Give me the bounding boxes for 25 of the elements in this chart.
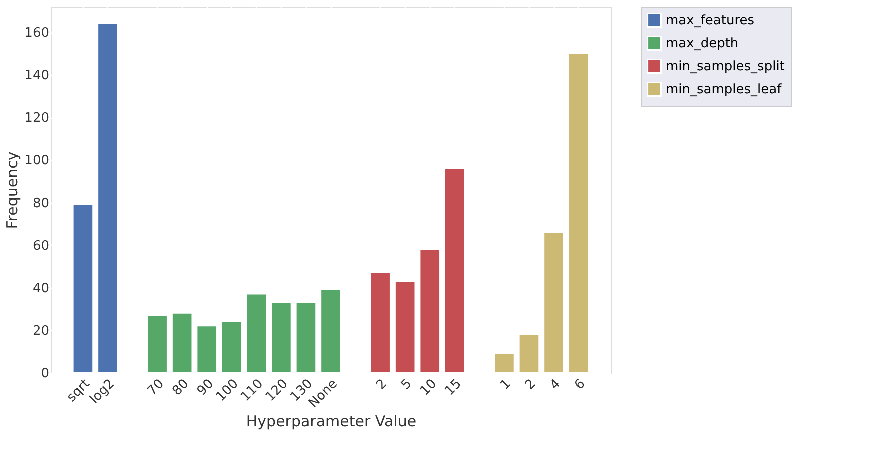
legend-label: max_depth <box>666 36 739 52</box>
legend-label: min_samples_leaf <box>666 82 782 98</box>
x-tick-label: 2 <box>522 376 540 394</box>
y-tick-label: 160 <box>24 26 50 42</box>
y-axis-title: Frequency <box>4 152 22 230</box>
x-tick-label: 5 <box>398 376 416 394</box>
x-axis-title: Hyperparameter Value <box>246 412 417 431</box>
y-tick-label: 40 <box>32 281 50 296</box>
y-tick-label: 20 <box>32 324 50 339</box>
y-tick-label: 140 <box>24 68 50 84</box>
x-tick-label: 70 <box>145 376 168 400</box>
x-tick-label: 2 <box>374 376 390 394</box>
x-tick-label: 80 <box>170 376 192 400</box>
y-tick-label: 100 <box>24 154 50 169</box>
x-tick-label: 1 <box>498 376 514 394</box>
x-tick-label: 4 <box>547 376 564 394</box>
y-tick-label: 120 <box>24 111 50 126</box>
y-tick-label: 0 <box>41 366 50 382</box>
x-tick-label: 10 <box>418 376 440 400</box>
x-tick-label: 15 <box>442 376 465 400</box>
x-tick-label: 6 <box>572 376 589 394</box>
legend-label: min_samples_split <box>666 60 785 74</box>
y-tick-label: 80 <box>32 196 50 212</box>
y-tick-label: 60 <box>32 238 50 254</box>
legend-label: max_features <box>666 14 755 28</box>
